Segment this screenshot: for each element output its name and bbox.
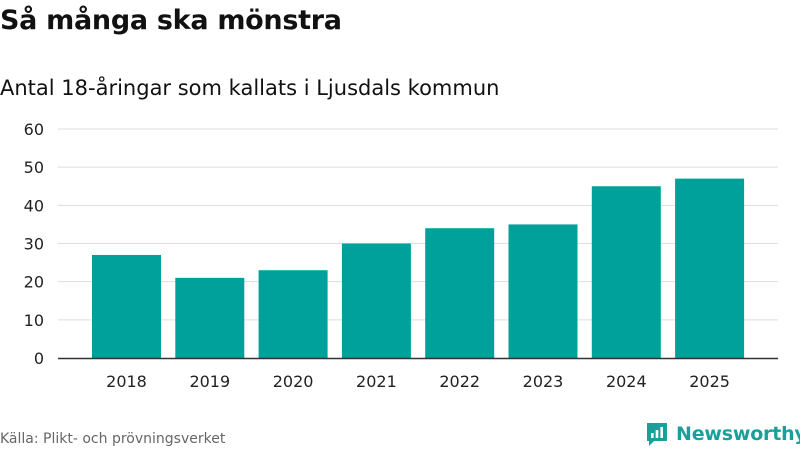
source-note: Källa: Plikt- och prövningsverket (0, 431, 226, 447)
bar-2018[interactable] (92, 254, 161, 358)
x-tick-label: 2020 (273, 372, 314, 391)
y-tick-label: 50 (24, 158, 44, 177)
bar-2024[interactable] (591, 186, 661, 358)
y-tick-label: 0 (34, 349, 44, 368)
brand-logo[interactable]: Newsworthy (645, 420, 800, 448)
y-axis-ticks: 0 10 20 30 40 50 60 (24, 120, 44, 368)
x-tick-label: 2019 (189, 372, 230, 391)
bar-2021[interactable] (341, 243, 411, 359)
bar-2023[interactable] (508, 224, 578, 358)
y-tick-label: 30 (24, 235, 44, 254)
brand-name: Newsworthy (676, 423, 800, 445)
y-tick-label: 20 (24, 273, 44, 292)
chart-subtitle: Antal 18-åringar som kallats i Ljusdals … (0, 76, 500, 100)
grid-lines (58, 128, 778, 321)
y-tick-label: 40 (24, 196, 44, 215)
x-tick-label: 2025 (689, 372, 730, 391)
x-tick-label: 2023 (523, 372, 564, 391)
x-tick-label: 2022 (439, 372, 480, 391)
bar-2025[interactable] (675, 178, 745, 358)
bar-2019[interactable] (175, 277, 245, 358)
y-tick-label: 10 (24, 311, 44, 330)
bar-2022[interactable] (425, 228, 495, 358)
newsworthy-logo-icon (647, 423, 667, 446)
x-tick-label: 2021 (356, 372, 397, 391)
bar-2020[interactable] (258, 270, 328, 358)
y-tick-label: 60 (24, 120, 44, 139)
x-axis-ticks: 2018 2019 2020 2021 2022 2023 2024 2025 (106, 372, 730, 391)
x-tick-label: 2024 (606, 372, 647, 391)
chart-title: Så många ska mönstra (0, 5, 342, 36)
x-tick-label: 2018 (106, 372, 147, 391)
bars (92, 178, 745, 359)
